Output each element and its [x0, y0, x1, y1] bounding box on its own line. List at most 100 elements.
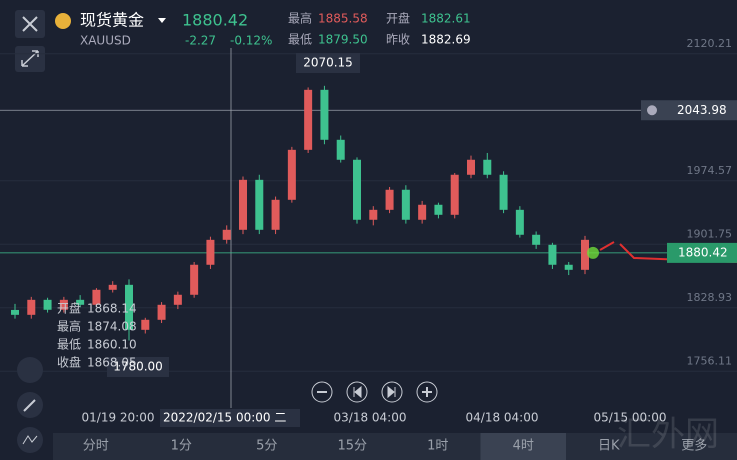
stat-value: 1879.50: [318, 33, 368, 47]
expand-icon: [21, 50, 39, 67]
y-tick-label: 1974.57: [687, 164, 733, 177]
live-dot: [587, 246, 599, 259]
icon: [23, 399, 36, 412]
max-label-box: [296, 53, 360, 73]
x-tick-label: 01/19 20:00: [82, 411, 155, 425]
candle-body: [401, 189, 410, 220]
tab[interactable]: 15分: [337, 439, 367, 454]
x-tick-label: 05/15 00:00: [594, 411, 667, 425]
candle-body: [418, 204, 427, 220]
chart: 1756.11 1828.93 1901.75 1974.57 2120.21 2043.…: [0, 37, 737, 427]
candle-body: [271, 199, 280, 230]
candle-body: [450, 174, 459, 215]
stat-label: 昨收: [386, 33, 410, 47]
alert-label: 2043.98: [677, 103, 727, 117]
line-button[interactable]: [17, 427, 43, 453]
change: -2.27: [185, 34, 216, 48]
icon: [353, 385, 362, 399]
candle-body: [157, 304, 166, 320]
candle-body: [239, 179, 247, 230]
stat-value: 1882.69: [421, 33, 471, 47]
candle-body: [190, 264, 199, 295]
candle-body: [515, 209, 524, 235]
candle-body: [141, 319, 150, 330]
candle-body: [548, 244, 557, 265]
candle-body: [59, 299, 68, 310]
tab[interactable]: 日K: [598, 439, 620, 454]
ohlc-label: 最高: [57, 319, 81, 334]
stat-label: 开盘: [386, 11, 410, 26]
x-tick-label: 04/18 04:00: [466, 411, 539, 425]
close-icon: [22, 16, 38, 32]
step-forward[interactable]: [381, 381, 403, 403]
candle-body: [532, 234, 541, 245]
max-label: 2070.15: [303, 56, 353, 70]
candle-body: [287, 149, 296, 200]
candle-body: [385, 189, 394, 210]
change-pct: -0.12%: [230, 34, 272, 48]
candle-body: [564, 264, 573, 270]
y-tick-label: 1901.75: [687, 227, 733, 240]
tab[interactable]: 分时: [83, 439, 109, 454]
ohlc-value: 1868.14: [87, 302, 137, 316]
candle-body: [353, 159, 361, 220]
step-back[interactable]: [346, 381, 368, 403]
tab-selected[interactable]: [480, 433, 567, 460]
tab[interactable]: 1分: [171, 439, 192, 454]
icon: [422, 387, 432, 397]
candle-body: [467, 159, 475, 175]
candle-body: [434, 204, 443, 215]
tab[interactable]: 5分: [256, 439, 277, 454]
alert-label-box: [641, 100, 737, 121]
candle-body: [27, 299, 36, 315]
zoom-in[interactable]: [416, 381, 438, 403]
min-label: 1780.00: [113, 360, 163, 374]
candle-body: [43, 299, 52, 310]
indicator-button[interactable]: [17, 357, 43, 383]
y-tick-label: 1756.11: [687, 354, 733, 367]
tab[interactable]: 4时: [513, 439, 534, 454]
watermark: 汇外网: [617, 415, 719, 455]
candle-body: [581, 239, 589, 270]
ohlc-label: 开盘: [57, 301, 81, 316]
dropdown-icon[interactable]: [158, 18, 166, 23]
candle-body: [206, 239, 215, 265]
ohlc-value: 1874.08: [87, 320, 137, 334]
instrument-name: 现货黄金: [80, 11, 144, 30]
candle-body: [304, 89, 313, 150]
y-tick-label: 1828.93: [687, 291, 733, 304]
current-label-box: [667, 242, 737, 263]
stat-label: 最低: [288, 33, 312, 47]
candle-body: [125, 284, 133, 330]
current-label: 1880.42: [678, 245, 728, 259]
ohlc-value: 1868.05: [87, 356, 137, 370]
candle-body: [11, 309, 19, 315]
candle-body: [369, 209, 378, 220]
side-tools: [17, 357, 43, 453]
stat-label: 最高: [288, 11, 312, 26]
candle-body: [222, 229, 231, 240]
crosshair-time: 2022/02/15 00:00 二: [163, 411, 286, 425]
candle-body: [336, 139, 345, 160]
zoom-out[interactable]: [311, 381, 333, 403]
tab[interactable]: 更多: [681, 438, 707, 454]
stat-value: 1882.61: [421, 12, 471, 26]
icon: [387, 385, 396, 399]
candle-body: [92, 289, 101, 305]
tab[interactable]: 1时: [427, 439, 448, 454]
x-tick-label: 03/18 04:00: [334, 411, 407, 425]
tab-bar: [53, 433, 737, 460]
candle-body: [108, 284, 117, 290]
candle-body: [320, 89, 329, 140]
candle-body: [173, 294, 182, 305]
bell-icon[interactable]: [647, 105, 657, 116]
stat-value: 1885.58: [318, 12, 368, 26]
price: 1880.42: [182, 11, 248, 30]
y-tick-label: 2120.21: [687, 37, 733, 50]
gold-icon: [55, 13, 71, 29]
min-label-box: [107, 357, 169, 377]
crosshair-time-box: [160, 409, 300, 427]
candle-body: [483, 159, 492, 175]
